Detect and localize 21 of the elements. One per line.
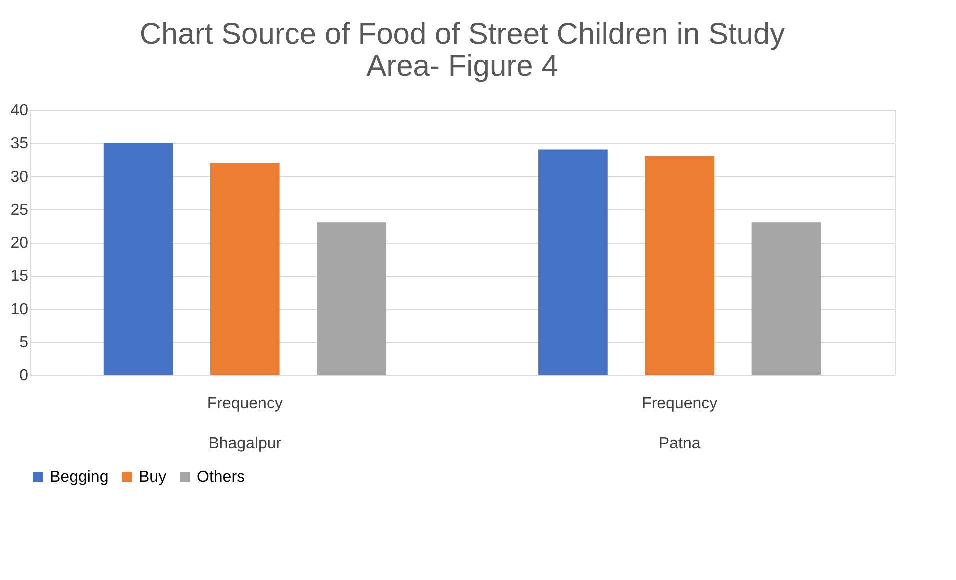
y-tick-label: 20 xyxy=(10,235,29,252)
y-tick-label: 30 xyxy=(10,168,29,186)
bar xyxy=(538,150,608,375)
y-tick-label: 35 xyxy=(10,136,29,153)
category-label: Frequency Bhagalpur xyxy=(207,396,283,452)
y-tick-label: 25 xyxy=(10,202,29,219)
bar xyxy=(317,222,386,375)
y-tick-label: 0 xyxy=(20,368,29,384)
y-tick-label: 15 xyxy=(10,268,29,286)
legend-label: Begging xyxy=(50,469,109,486)
bar xyxy=(645,156,714,375)
y-tick-label: 10 xyxy=(10,301,29,318)
bar xyxy=(210,163,280,375)
y-tick-label: 5 xyxy=(20,334,29,352)
y-tick-label: 40 xyxy=(10,102,29,120)
bar xyxy=(752,222,822,375)
legend-label: Others xyxy=(197,469,246,486)
category-label: Frequency Patna xyxy=(642,396,718,452)
bar xyxy=(104,143,174,375)
legend-label: Buy xyxy=(139,469,167,486)
chart-title: Chart Source of Food of Street Children in Study Area- Figure 4 xyxy=(140,18,786,83)
